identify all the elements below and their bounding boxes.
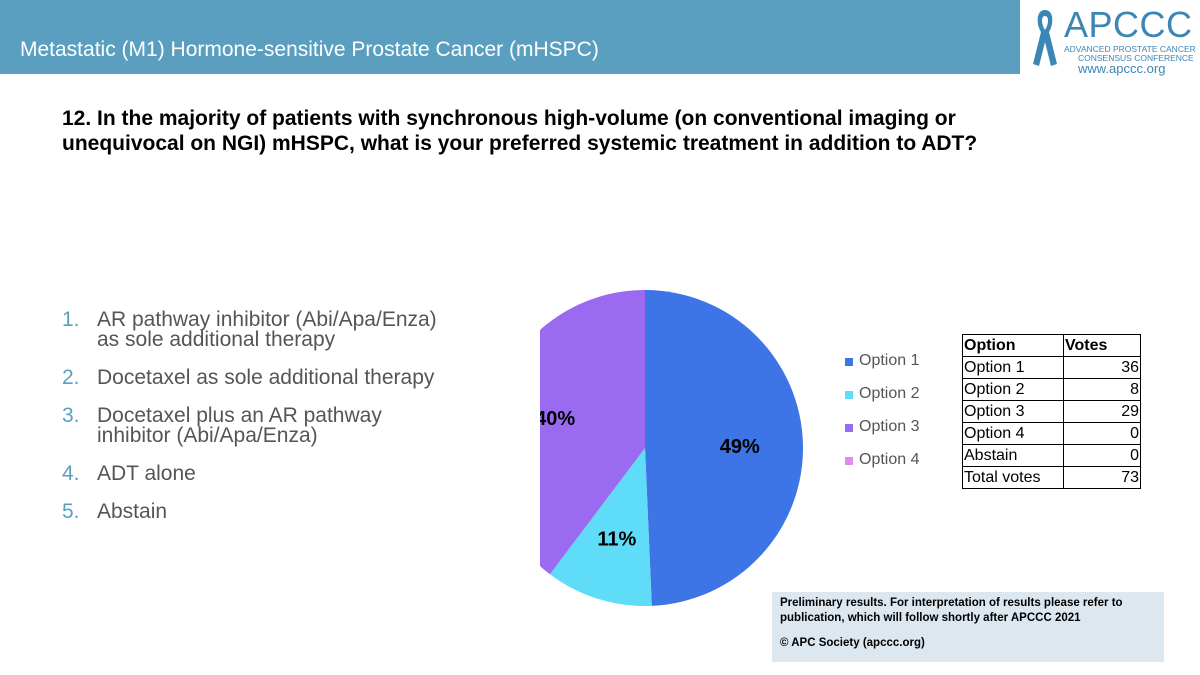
legend-swatch	[845, 457, 853, 465]
option-number: 3.	[62, 404, 80, 427]
legend-label: Option 4	[859, 451, 920, 468]
table-header-cell: Option	[962, 334, 1064, 357]
answer-option: 5. Abstain	[62, 500, 442, 523]
option-text: Docetaxel as sole additional therapy	[97, 366, 435, 389]
table-row: Option 4 0	[962, 422, 1141, 445]
awareness-ribbon-icon	[1033, 10, 1057, 66]
table-row: Option 3 29	[962, 400, 1141, 423]
table-row: Option 2 8	[962, 378, 1141, 401]
option-text: Abstain	[97, 500, 168, 523]
legend-swatch	[845, 358, 853, 366]
table-row: Abstain 0	[962, 444, 1141, 467]
legend-swatch	[845, 424, 853, 432]
legend-label: Option 3	[859, 418, 920, 435]
option-number: 5.	[62, 500, 80, 523]
table-cell: Total votes	[962, 466, 1064, 489]
table-header-row: Option Votes	[962, 334, 1141, 357]
pie-slice-2	[549, 448, 652, 606]
table-cell: Option 3	[962, 400, 1064, 423]
table-cell: Option 2	[962, 378, 1064, 401]
option-number: 2.	[62, 366, 80, 389]
table-header-cell: Votes	[1063, 334, 1141, 357]
answer-option: 4. ADT alone	[62, 462, 442, 485]
disclaimer-text: Preliminary results. For interpretation …	[780, 597, 1123, 624]
option-number: 4.	[62, 462, 80, 485]
legend-swatch	[845, 391, 853, 399]
question-text: 12. In the majority of patients with syn…	[62, 107, 978, 155]
header-title: Metastatic (M1) Hormone-sensitive Prosta…	[20, 38, 599, 61]
logo-url: www.apccc.org	[1078, 61, 1166, 76]
option-number: 1.	[62, 308, 80, 331]
table-cell: Option 4	[962, 422, 1064, 445]
table-cell: Abstain	[962, 444, 1064, 467]
answer-option: 3. Docetaxel plus an AR pathway inhibito…	[62, 404, 442, 447]
logo-subtitle-2: CONSENSUS CONFERENCE	[1078, 53, 1194, 63]
header-bar: Metastatic (M1) Hormone-sensitive Prosta…	[0, 0, 1020, 74]
answer-option: 2. Docetaxel as sole additional therapy	[62, 366, 442, 389]
votes-table: Option Votes Option 1 36 Option 2 8 Opti…	[962, 334, 1141, 489]
logo-name: APCCC	[1064, 4, 1193, 45]
option-text: AR pathway inhibitor (Abi/Apa/Enza) as s…	[97, 308, 437, 351]
table-cell: 8	[1063, 378, 1141, 401]
answer-options-list: 1. AR pathway inhibitor (Abi/Apa/Enza) a…	[62, 308, 442, 540]
option-text: ADT alone	[97, 462, 196, 485]
legend-label: Option 1	[859, 352, 920, 369]
option-text: Docetaxel plus an AR pathway inhibitor (…	[97, 404, 382, 447]
table-cell: Option 1	[962, 356, 1064, 379]
logo-subtitle-1: ADVANCED PROSTATE CANCER	[1064, 44, 1196, 54]
table-cell: 36	[1063, 356, 1141, 379]
pie-chart: 49% 11% 40%	[540, 290, 804, 606]
pie-slice-1	[645, 290, 804, 606]
pie-slice-3	[540, 290, 645, 575]
pie-data-label: 11%	[597, 529, 636, 551]
table-cell: 73	[1063, 466, 1141, 489]
apccc-logo: APCCC ADVANCED PROSTATE CANCER CONSENSUS…	[1026, 4, 1196, 76]
table-cell: 29	[1063, 400, 1141, 423]
answer-option: 1. AR pathway inhibitor (Abi/Apa/Enza) a…	[62, 308, 442, 351]
disclaimer-note: Preliminary results. For interpretation …	[772, 592, 1164, 662]
pie-data-label: 40%	[540, 408, 575, 430]
table-row: Option 1 36	[962, 356, 1141, 379]
copyright-text: © APC Society (apccc.org)	[780, 637, 925, 649]
table-cell: 0	[1063, 422, 1141, 445]
table-row: Total votes 73	[962, 466, 1141, 489]
legend-label: Option 2	[859, 385, 920, 402]
table-cell: 0	[1063, 444, 1141, 467]
pie-data-label: 49%	[720, 436, 760, 458]
